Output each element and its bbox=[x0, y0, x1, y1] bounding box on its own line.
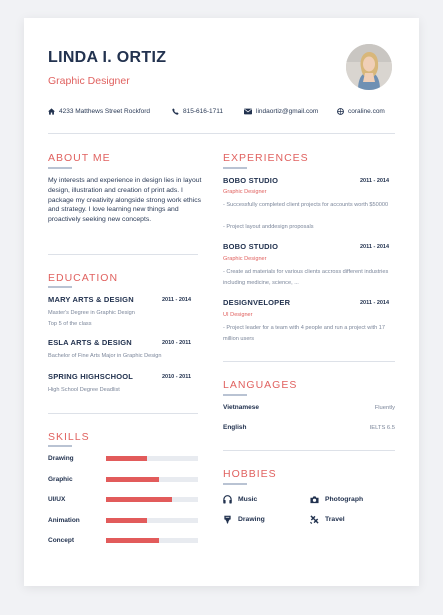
plane-icon bbox=[310, 515, 320, 524]
experience-description: - Project layout anddesign proposals bbox=[223, 224, 314, 230]
experiences-divider bbox=[223, 361, 395, 362]
skill-label: UI/UX bbox=[48, 496, 66, 503]
skill-bar-fill bbox=[106, 497, 173, 502]
education-school: ESLA ARTS & DESIGN bbox=[48, 338, 132, 347]
hobbies-title-underline bbox=[223, 483, 247, 485]
skill-bar-fill bbox=[106, 456, 148, 461]
skill-label: Drawing bbox=[48, 455, 74, 462]
globe-icon bbox=[337, 108, 344, 115]
language-name: English bbox=[223, 424, 247, 431]
hobbies-title: HOBBIES bbox=[223, 468, 277, 480]
education-dates: 2010 - 2011 bbox=[162, 374, 192, 380]
home-icon bbox=[48, 108, 55, 115]
languages-title: LANGUAGES bbox=[223, 379, 298, 391]
contact-phone: 815-616-1711 bbox=[172, 108, 223, 115]
experience-description: - Project leader for a team with 4 peopl… bbox=[223, 325, 385, 342]
brush-icon bbox=[223, 515, 233, 524]
language-name: Vietnamese bbox=[223, 404, 260, 411]
experience-dates: 2011 - 2014 bbox=[360, 244, 390, 250]
contact-address: 4233 Matthews Street Rockford bbox=[48, 108, 150, 115]
education-detail: Bachelor of Fine Arts Major in Graphic D… bbox=[48, 353, 162, 359]
skill-bar-fill bbox=[106, 518, 148, 523]
phone-icon bbox=[172, 108, 179, 115]
skill-bar bbox=[106, 538, 198, 543]
education-detail: Top 5 of the class bbox=[48, 321, 92, 327]
experiences-title-underline bbox=[223, 167, 247, 169]
skills-title: SKILLS bbox=[48, 431, 90, 443]
skill-bar bbox=[106, 497, 198, 502]
experience-company: DESIGNVELOPER bbox=[223, 298, 291, 307]
skill-bar-fill bbox=[106, 477, 160, 482]
skills-title-underline bbox=[48, 445, 72, 447]
hobby-photograph: Photograph bbox=[310, 495, 363, 504]
about-text: My interests and experience in design li… bbox=[48, 177, 202, 224]
language-level: IELTS 6.5 bbox=[369, 425, 395, 431]
camera-icon bbox=[310, 495, 320, 504]
skill-bar-fill bbox=[106, 538, 160, 543]
experience-role: Graphic Designer bbox=[223, 256, 267, 262]
experience-role: Graphic Designer bbox=[223, 189, 267, 195]
education-school: MARY ARTS & DESIGN bbox=[48, 295, 134, 304]
education-title-underline bbox=[48, 286, 72, 288]
education-school: SPRING HIGHSCHOOL bbox=[48, 372, 134, 381]
hobby-music: Music bbox=[223, 495, 257, 504]
experiences-title: EXPERIENCES bbox=[223, 152, 309, 164]
languages-title-underline bbox=[223, 394, 247, 396]
skill-bar bbox=[106, 518, 198, 523]
hobby-travel: Travel bbox=[310, 515, 345, 524]
avatar bbox=[346, 44, 392, 90]
skill-bar bbox=[106, 477, 198, 482]
education-dates: 2010 - 2011 bbox=[162, 340, 192, 346]
education-dates: 2011 - 2014 bbox=[162, 297, 192, 303]
experience-description: - Successfully completed client projects… bbox=[223, 202, 389, 208]
page-title: LINDA I. ORTIZ bbox=[48, 49, 167, 66]
resume-page: LINDA I. ORTIZ Graphic Designer 4233 Mat… bbox=[24, 18, 419, 586]
about-title: ABOUT ME bbox=[48, 152, 111, 164]
about-divider bbox=[48, 254, 198, 255]
experience-role: UI Designer bbox=[223, 312, 253, 318]
skill-label: Animation bbox=[48, 517, 80, 524]
education-divider bbox=[48, 413, 198, 414]
experience-dates: 2011 - 2014 bbox=[360, 300, 390, 306]
experience-description: - Create ad materials for various client… bbox=[223, 269, 389, 286]
job-title: Graphic Designer bbox=[48, 75, 130, 87]
skill-bar bbox=[106, 456, 198, 461]
experience-company: BOBO STUDIO bbox=[223, 242, 279, 251]
skill-label: Concept bbox=[48, 537, 74, 544]
experience-company: BOBO STUDIO bbox=[223, 176, 279, 185]
education-detail: Master's Degree in Graphic Design bbox=[48, 310, 135, 316]
experience-dates: 2011 - 2014 bbox=[360, 178, 390, 184]
contact-website[interactable]: coraline.com bbox=[337, 108, 385, 115]
about-title-underline bbox=[48, 167, 72, 169]
hobby-drawing: Drawing bbox=[223, 515, 265, 524]
skill-label: Graphic bbox=[48, 476, 73, 483]
contact-email[interactable]: lindaortiz@gmail.com bbox=[244, 108, 318, 115]
language-level: Fluently bbox=[374, 405, 395, 411]
header-divider bbox=[48, 133, 395, 134]
education-detail: High School Degree Deadlist bbox=[48, 387, 120, 393]
headphones-icon bbox=[223, 495, 233, 504]
mail-icon bbox=[244, 108, 252, 115]
education-title: EDUCATION bbox=[48, 272, 119, 284]
languages-divider bbox=[223, 450, 395, 451]
